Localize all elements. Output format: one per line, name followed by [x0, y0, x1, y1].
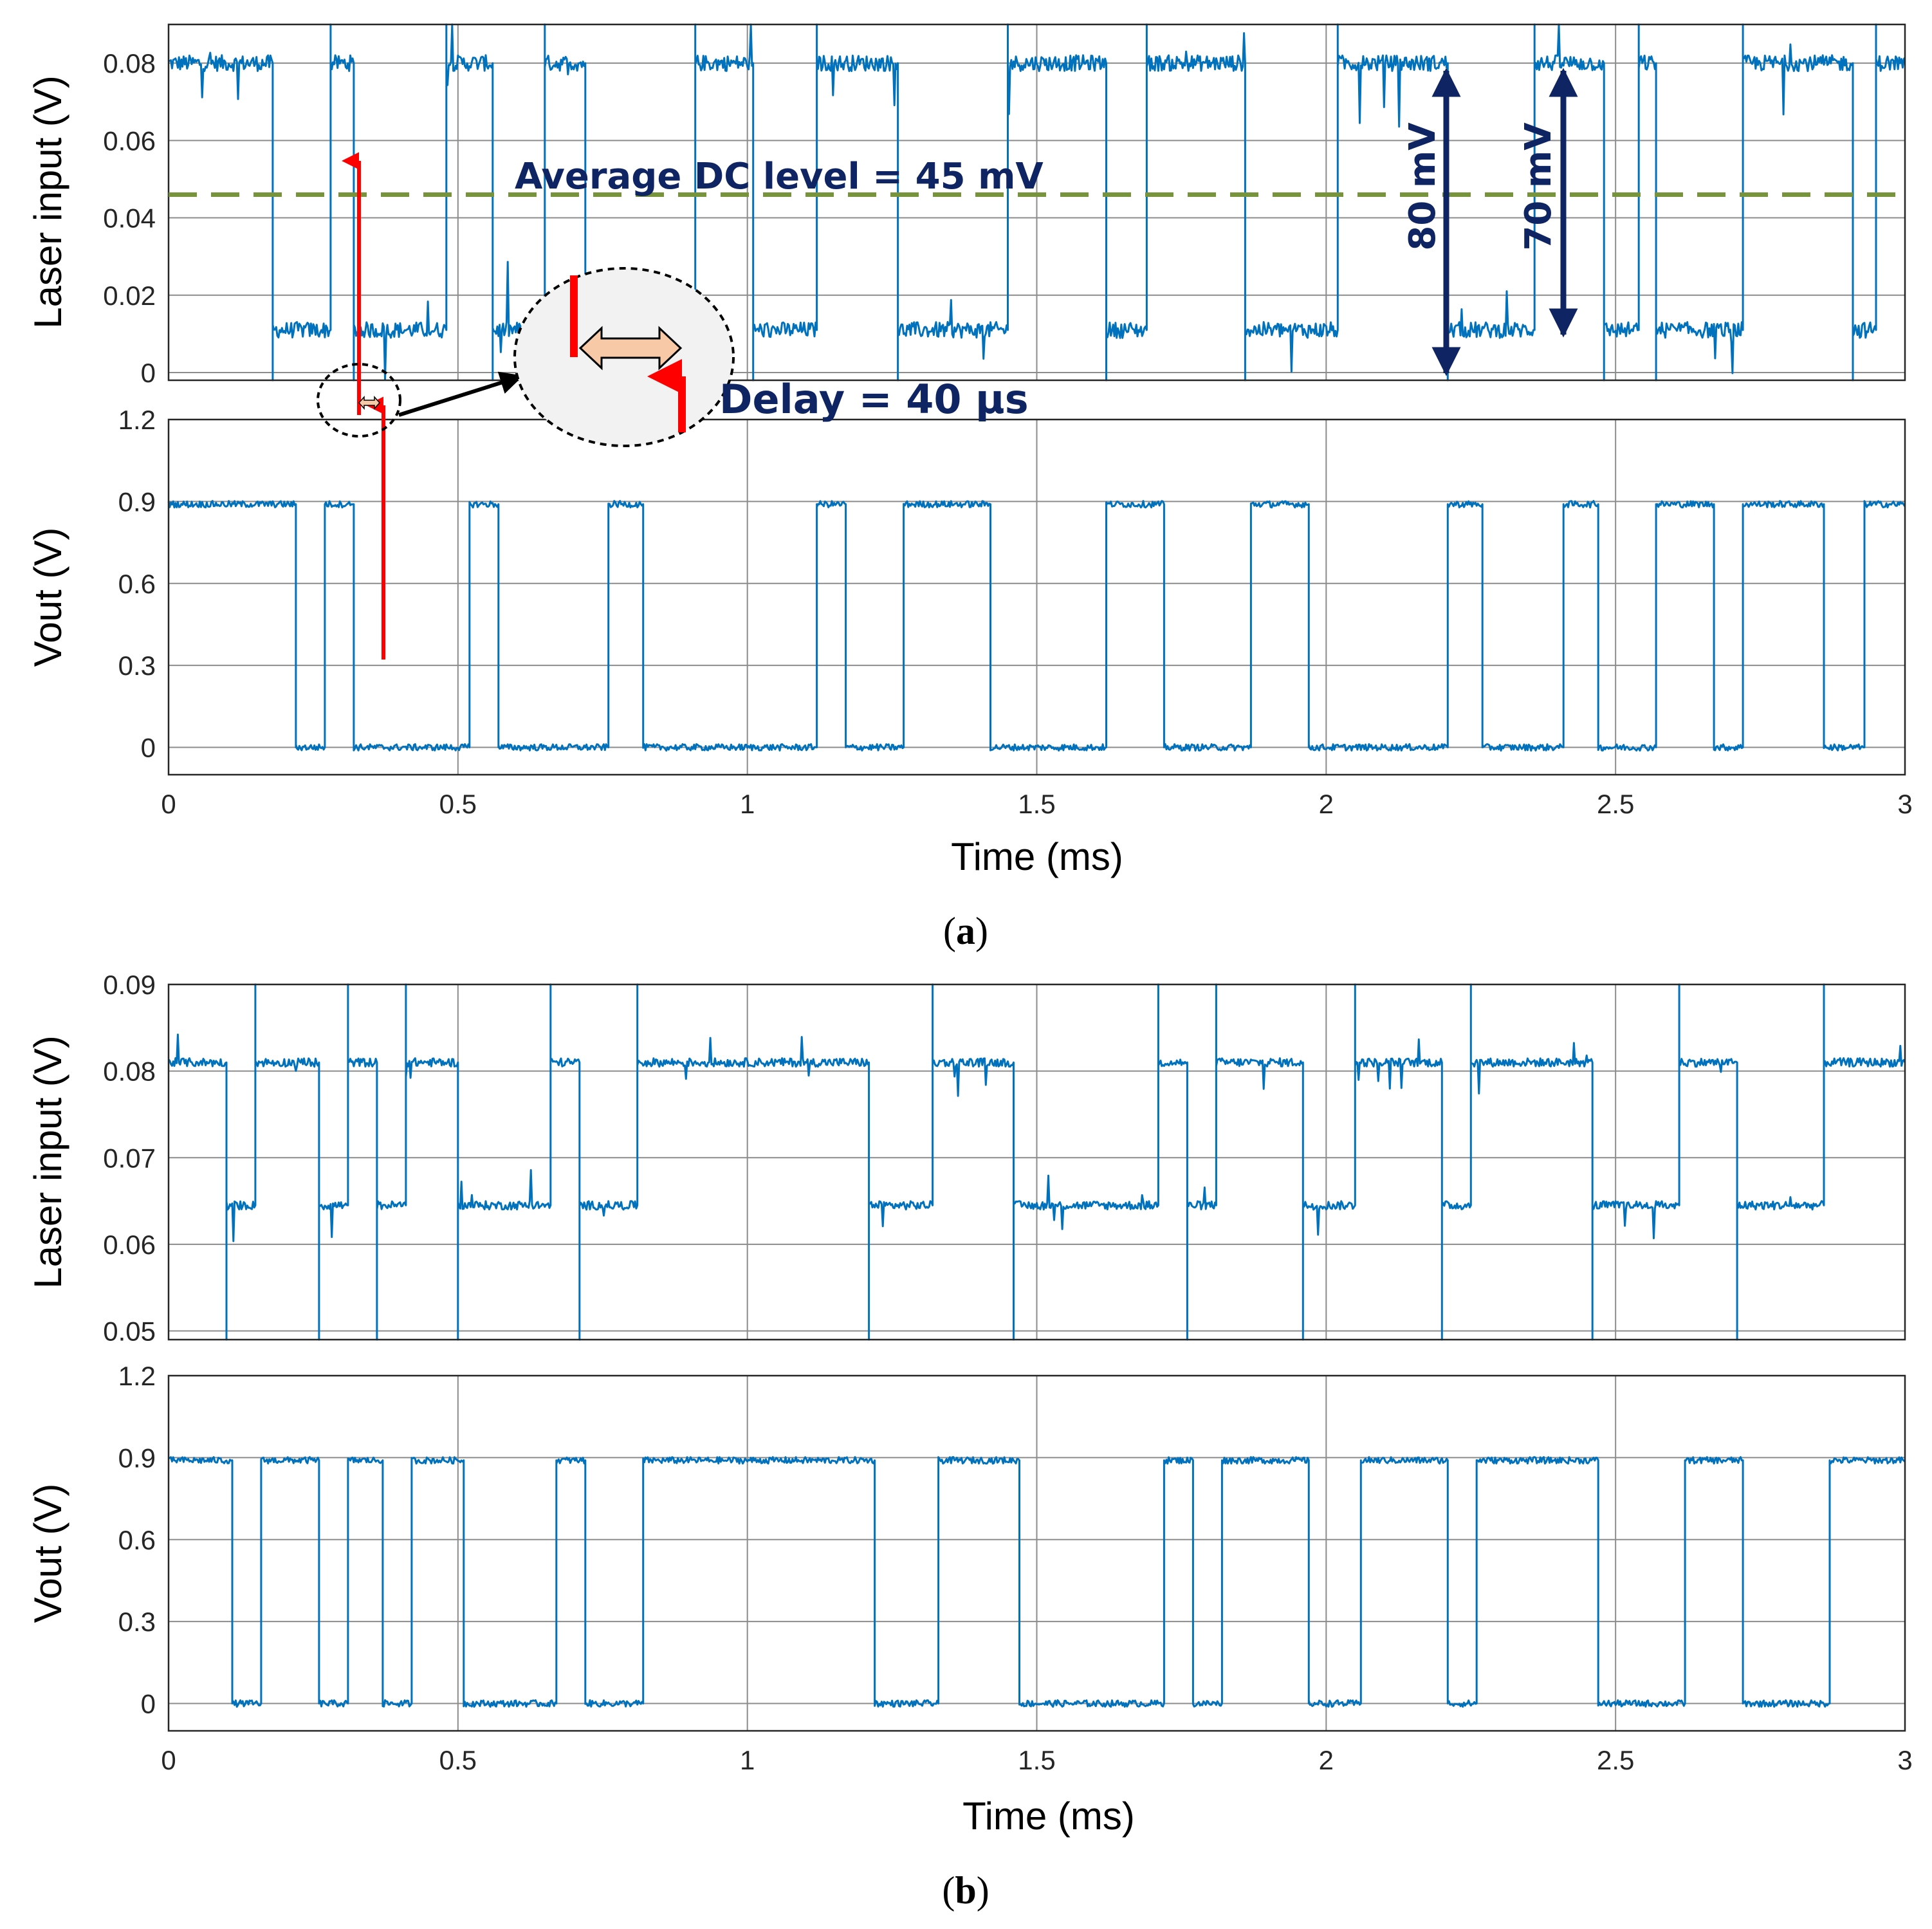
- delay-zoom-pointer: [398, 371, 524, 417]
- trace-b-bottom: [168, 1456, 1906, 1708]
- caption-a: (a): [943, 910, 988, 952]
- ylabel-b-top: Laser input (V): [26, 1035, 69, 1289]
- xtick-label: 2: [1319, 1745, 1334, 1775]
- xtick-label: 1: [740, 789, 755, 819]
- delay-zoom-double-arrow: [578, 326, 683, 371]
- xtick-label: 0: [161, 1745, 176, 1775]
- ytick-label: 0.02: [103, 281, 156, 311]
- series-line: [168, 23, 1906, 382]
- ytick-label: 0.04: [103, 203, 156, 234]
- caption-b: (b): [942, 1869, 989, 1912]
- xtick-label: 2: [1319, 789, 1334, 819]
- ytick-label: 0.09: [103, 970, 156, 1000]
- xlabel-a-bottom: Time (ms): [951, 835, 1123, 878]
- ytick-label: 0.6: [118, 569, 156, 599]
- xtick-label: 0.5: [439, 789, 477, 819]
- ytick-label: 0: [141, 733, 156, 763]
- xticks-b-bottom: 0 0.5 1 1.5 2 2.5 3: [161, 1745, 1912, 1775]
- yticks-a-bottom: 0 0.3 0.6 0.9 1.2: [118, 405, 156, 763]
- ytick-label: 0.06: [103, 125, 156, 156]
- panel-a-top: 0 0.02 0.04 0.06 0.08 Laser input (V) Averag…: [26, 23, 1906, 388]
- panel-b-top: 0.05 0.06 0.07 0.08 0.09 Laser input (V): [26, 970, 1906, 1347]
- axes-box-b-bottom: [167, 1374, 1906, 1732]
- pp-label-80mv: 80 mV: [1402, 122, 1444, 251]
- xtick-label: 1.5: [1018, 789, 1055, 819]
- ytick-label: 0.07: [103, 1143, 156, 1173]
- xtick-label: 1: [740, 1745, 755, 1775]
- xtick-label: 0.5: [439, 1745, 477, 1775]
- ytick-label: 0: [141, 358, 156, 388]
- pp-label-70mv: 70 mV: [1518, 122, 1559, 251]
- ytick-label: 0: [141, 1689, 156, 1719]
- ylabel-a-bottom: Vout (V): [26, 528, 69, 667]
- ytick-label: 0.08: [103, 48, 156, 78]
- grid-b-top: [168, 984, 1906, 1340]
- ytick-label: 0.3: [118, 651, 156, 681]
- delay-small-circle: [317, 363, 401, 438]
- yticks-b-bottom: 0 0.3 0.6 0.9 1.2: [118, 1361, 156, 1719]
- ytick-label: 0.06: [103, 1230, 156, 1260]
- xlabel-b-bottom: Time (ms): [962, 1795, 1135, 1838]
- panel-a-bottom: 0 0.3 0.6 0.9 1.2 0 0.5 1 1.5 2 2.5 3 Vout (V) Tim…: [26, 405, 1913, 952]
- xtick-label: 3: [1897, 1745, 1912, 1775]
- ylabel-a-top: Laser input (V): [26, 75, 69, 329]
- xtick-label: 3: [1897, 789, 1912, 819]
- ytick-label: 0.05: [103, 1316, 156, 1347]
- axes-box-a-bottom: [167, 418, 1906, 776]
- ytick-label: 0.9: [118, 486, 156, 517]
- axes-box-b-top: [167, 983, 1906, 1341]
- yticks-b-top: 0.05 0.06 0.07 0.08 0.09: [103, 970, 156, 1347]
- ytick-label: 0.6: [118, 1525, 156, 1555]
- delay-label: Delay = 40 μs: [719, 376, 1029, 423]
- trace-a-top: [168, 23, 1906, 382]
- yticks-a-top: 0 0.02 0.04 0.06 0.08: [103, 48, 156, 388]
- panel-b-bottom: 0 0.3 0.6 0.9 1.2 0 0.5 1 1.5 2 2.5 3 Vout (V) Tim…: [26, 1361, 1913, 1912]
- axes-box-a-top: [167, 23, 1906, 382]
- ytick-label: 0.9: [118, 1443, 156, 1473]
- ytick-label: 0.3: [118, 1607, 156, 1637]
- trace-b-top: [167, 983, 1906, 1341]
- ytick-label: 1.2: [118, 405, 156, 435]
- xtick-label: 2.5: [1597, 1745, 1634, 1775]
- xtick-label: 1.5: [1018, 1745, 1055, 1775]
- ylabel-b-bottom: Vout (V): [26, 1484, 69, 1623]
- xticks-a-bottom: 0 0.5 1 1.5 2 2.5 3: [161, 789, 1912, 819]
- xtick-label: 2.5: [1597, 789, 1634, 819]
- series-line: [167, 500, 1906, 752]
- grid-a-bottom: [168, 419, 1906, 775]
- delay-small-double-arrow: [358, 396, 381, 410]
- trace-a-bottom: [167, 500, 1906, 752]
- series-line: [167, 983, 1906, 1341]
- ytick-label: 0.08: [103, 1057, 156, 1087]
- delay-annotation: Delay = 40 μs: [317, 152, 1029, 660]
- grid-b-bottom: [168, 1375, 1906, 1731]
- series-line: [168, 1456, 1906, 1708]
- xtick-label: 0: [161, 789, 176, 819]
- ytick-label: 1.2: [118, 1361, 156, 1391]
- dc-level-label: Average DC level = 45 mV: [515, 156, 1044, 198]
